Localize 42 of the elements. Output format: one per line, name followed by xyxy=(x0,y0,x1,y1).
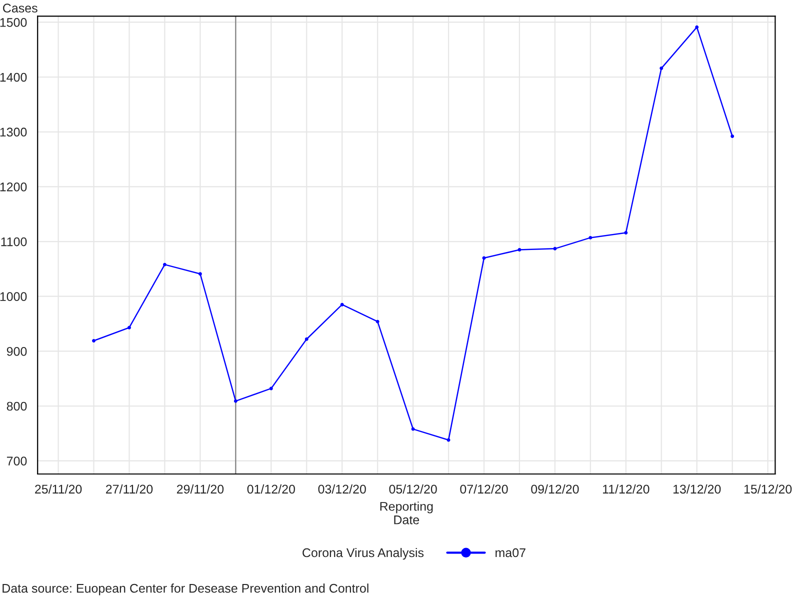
y-tick-label: 700 xyxy=(6,456,27,466)
x-tick-label: 15/12/20 xyxy=(744,484,792,494)
y-tick-label: 1500 xyxy=(0,18,27,27)
y-tick-label: 900 xyxy=(6,346,27,356)
x-tick-label: 25/11/20 xyxy=(35,484,82,494)
legend-title: Corona Virus Analysis xyxy=(302,548,424,560)
y-tick-label: 1000 xyxy=(0,292,27,302)
y-tick-label: 1100 xyxy=(1,237,27,246)
source-note: Data source: Euopean Center for Desease Prevention and Control xyxy=(2,584,368,596)
point xyxy=(376,320,380,324)
point xyxy=(518,248,522,252)
point xyxy=(128,326,131,330)
point xyxy=(198,272,202,276)
point xyxy=(695,25,699,29)
y-axis-title: Cases xyxy=(3,4,38,13)
point xyxy=(553,246,557,250)
point xyxy=(624,231,628,234)
y-tick-label: 800 xyxy=(6,402,27,411)
point xyxy=(92,339,96,343)
point xyxy=(304,337,308,341)
x-tick-label: 05/12/20 xyxy=(389,484,437,494)
point xyxy=(340,302,344,306)
point xyxy=(269,386,273,390)
x-tick-label: 07/12/20 xyxy=(460,484,508,494)
x-tick-label: 13/12/20 xyxy=(673,484,721,494)
x-tick-label: 29/11/20 xyxy=(176,484,224,494)
x-tick-label: 01/12/20 xyxy=(247,484,295,494)
x-tick-label: 11/12/20 xyxy=(602,484,650,494)
y-tick-label: 1200 xyxy=(0,182,27,192)
y-tick-label: 1400 xyxy=(0,72,27,82)
point xyxy=(234,399,238,403)
x-tick-label: 09/12/20 xyxy=(531,484,579,494)
point xyxy=(588,236,592,240)
point xyxy=(162,262,166,266)
line-series xyxy=(92,25,734,442)
point xyxy=(660,66,664,70)
x-tick-label: 27/11/20 xyxy=(106,484,153,494)
y-tick-label: 1300 xyxy=(0,128,27,137)
x-tick-label: 03/12/20 xyxy=(318,484,366,494)
point xyxy=(730,134,734,138)
legend-label: ma07 xyxy=(496,548,526,558)
x-axis-title: Reporting Date xyxy=(380,502,433,524)
